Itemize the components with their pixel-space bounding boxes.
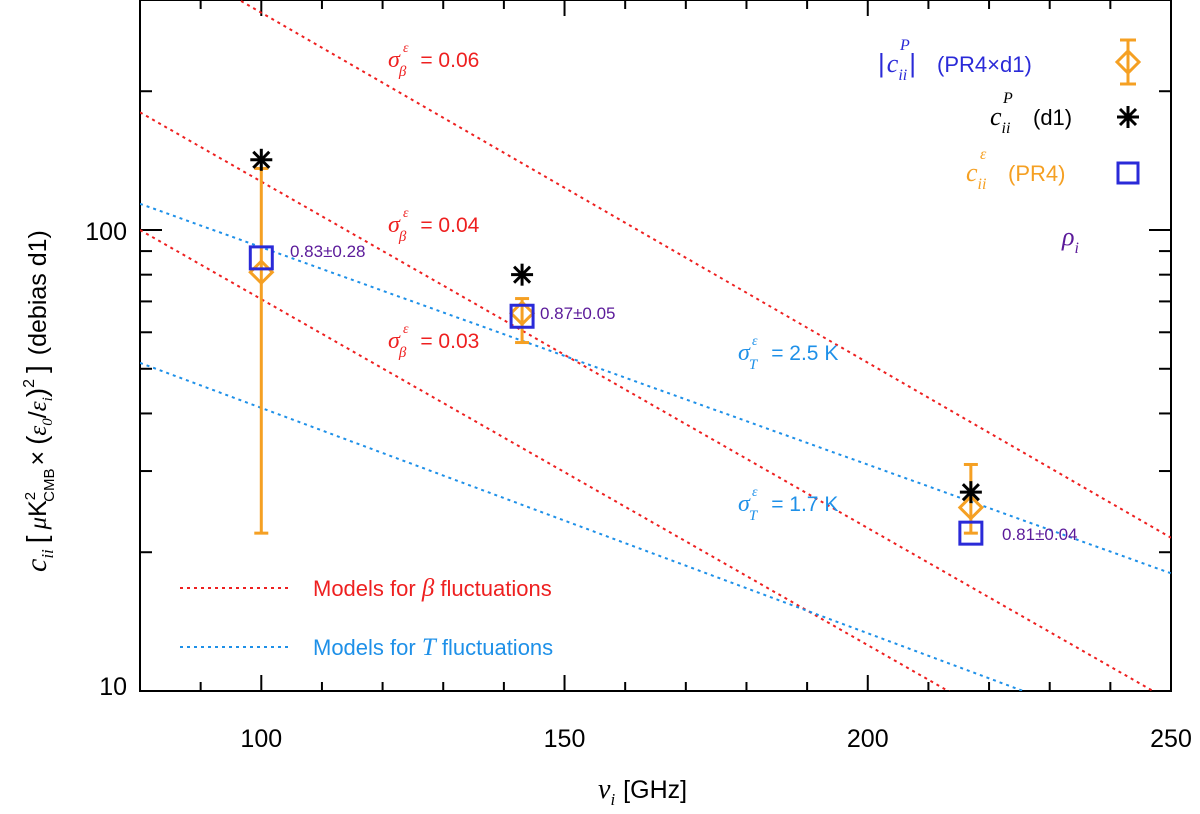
svg-text:σT= 2.5 K: σT = 2.5 K	[738, 340, 838, 373]
rho-label-143: 0.87±0.05	[540, 304, 616, 323]
legend-entry-rho: ρi	[1061, 222, 1079, 257]
diamond-marker	[508, 300, 536, 327]
square-marker	[248, 245, 274, 271]
legend-beta-label: Models for β fluctuations	[313, 575, 552, 602]
svg-text:σT= 1.7 K: σT = 1.7 K	[738, 491, 838, 524]
model-line-T-3	[140, 202, 1171, 575]
axis-ticks: 100 150 200 250 10 100	[85, 0, 1192, 753]
model-label-beta-003: σβ = 0.03 ε	[388, 322, 479, 361]
data-points	[248, 148, 984, 546]
legend-entry-d1: cii P (d1)	[990, 90, 1139, 137]
rho-label-100: 0.83±0.28	[290, 242, 366, 261]
legend-T-label: Models for T fluctuations	[313, 634, 553, 661]
svg-text:P: P	[899, 37, 910, 54]
legend-entry-pr4xd1: |cii| P (PR4×d1)	[878, 37, 1142, 86]
svg-text:ε: ε	[752, 485, 758, 500]
svg-text:σβ= 0.06: σβ = 0.06	[388, 47, 479, 80]
model-lines	[140, 0, 1171, 691]
legend-marker-asterisk	[1117, 106, 1139, 128]
legend-top-right: |cii| P (PR4×d1) cii P (d1) cii ε	[878, 37, 1142, 257]
svg-text:cii: cii	[966, 158, 986, 193]
svg-text:|cii|: |cii|	[878, 48, 916, 84]
model-line-beta-0	[237, 0, 1171, 539]
model-label-T-17: σT = 1.7 K ε	[738, 485, 838, 524]
legend-marker-diamond	[1114, 38, 1142, 86]
svg-text:ε: ε	[403, 322, 409, 337]
model-label-T-25: σT = 2.5 K ε	[738, 334, 838, 373]
legend-marker-square	[1116, 161, 1140, 185]
square-marker	[509, 303, 535, 329]
svg-text:ρi: ρi	[1061, 222, 1079, 257]
svg-text:P: P	[1002, 90, 1013, 107]
svg-text:σβ= 0.04: σβ = 0.04	[388, 212, 480, 245]
svg-text:(PR4): (PR4)	[1008, 161, 1065, 186]
x-tick-label: 200	[847, 725, 889, 753]
svg-text:(PR4×d1): (PR4×d1)	[937, 52, 1032, 77]
x-axis-label: νi [GHz]	[598, 774, 687, 809]
asterisk-marker	[250, 148, 273, 171]
model-label-beta-006: σβ = 0.06 ε	[388, 41, 479, 80]
svg-text:σβ= 0.03: σβ = 0.03	[388, 328, 479, 361]
model-label-beta-004: σβ = 0.04 ε	[388, 206, 480, 245]
legend-bottom-left: Models for β fluctuations Models for T f…	[180, 575, 553, 661]
y-tick-label: 100	[85, 218, 127, 246]
svg-text:cii: cii	[990, 102, 1010, 137]
asterisk-marker	[511, 263, 534, 286]
svg-text:ε: ε	[403, 41, 409, 56]
y-axis-label: cii[μK2 CMB×(ε0/εi)2](debias d1)	[20, 230, 58, 572]
rho-label-217: 0.81±0.04	[1002, 525, 1078, 544]
svg-text:ε: ε	[980, 146, 987, 163]
square-marker	[958, 520, 984, 546]
x-tick-label: 250	[1150, 725, 1192, 753]
x-tick-label: 150	[544, 725, 586, 753]
plot-frame	[139, 0, 1172, 692]
asterisk-marker	[959, 481, 982, 504]
model-line-T-4	[140, 361, 1026, 691]
svg-text:(d1): (d1)	[1033, 105, 1072, 130]
x-tick-label: 100	[240, 725, 282, 753]
legend-entry-pr4: cii ε (PR4)	[966, 146, 1140, 193]
svg-text:ε: ε	[752, 334, 758, 349]
y-tick-label: 10	[99, 673, 127, 701]
model-line-beta-1	[140, 111, 1156, 691]
model-line-beta-2	[140, 229, 951, 691]
svg-text:ε: ε	[403, 206, 409, 221]
diamond-marker	[957, 494, 984, 521]
